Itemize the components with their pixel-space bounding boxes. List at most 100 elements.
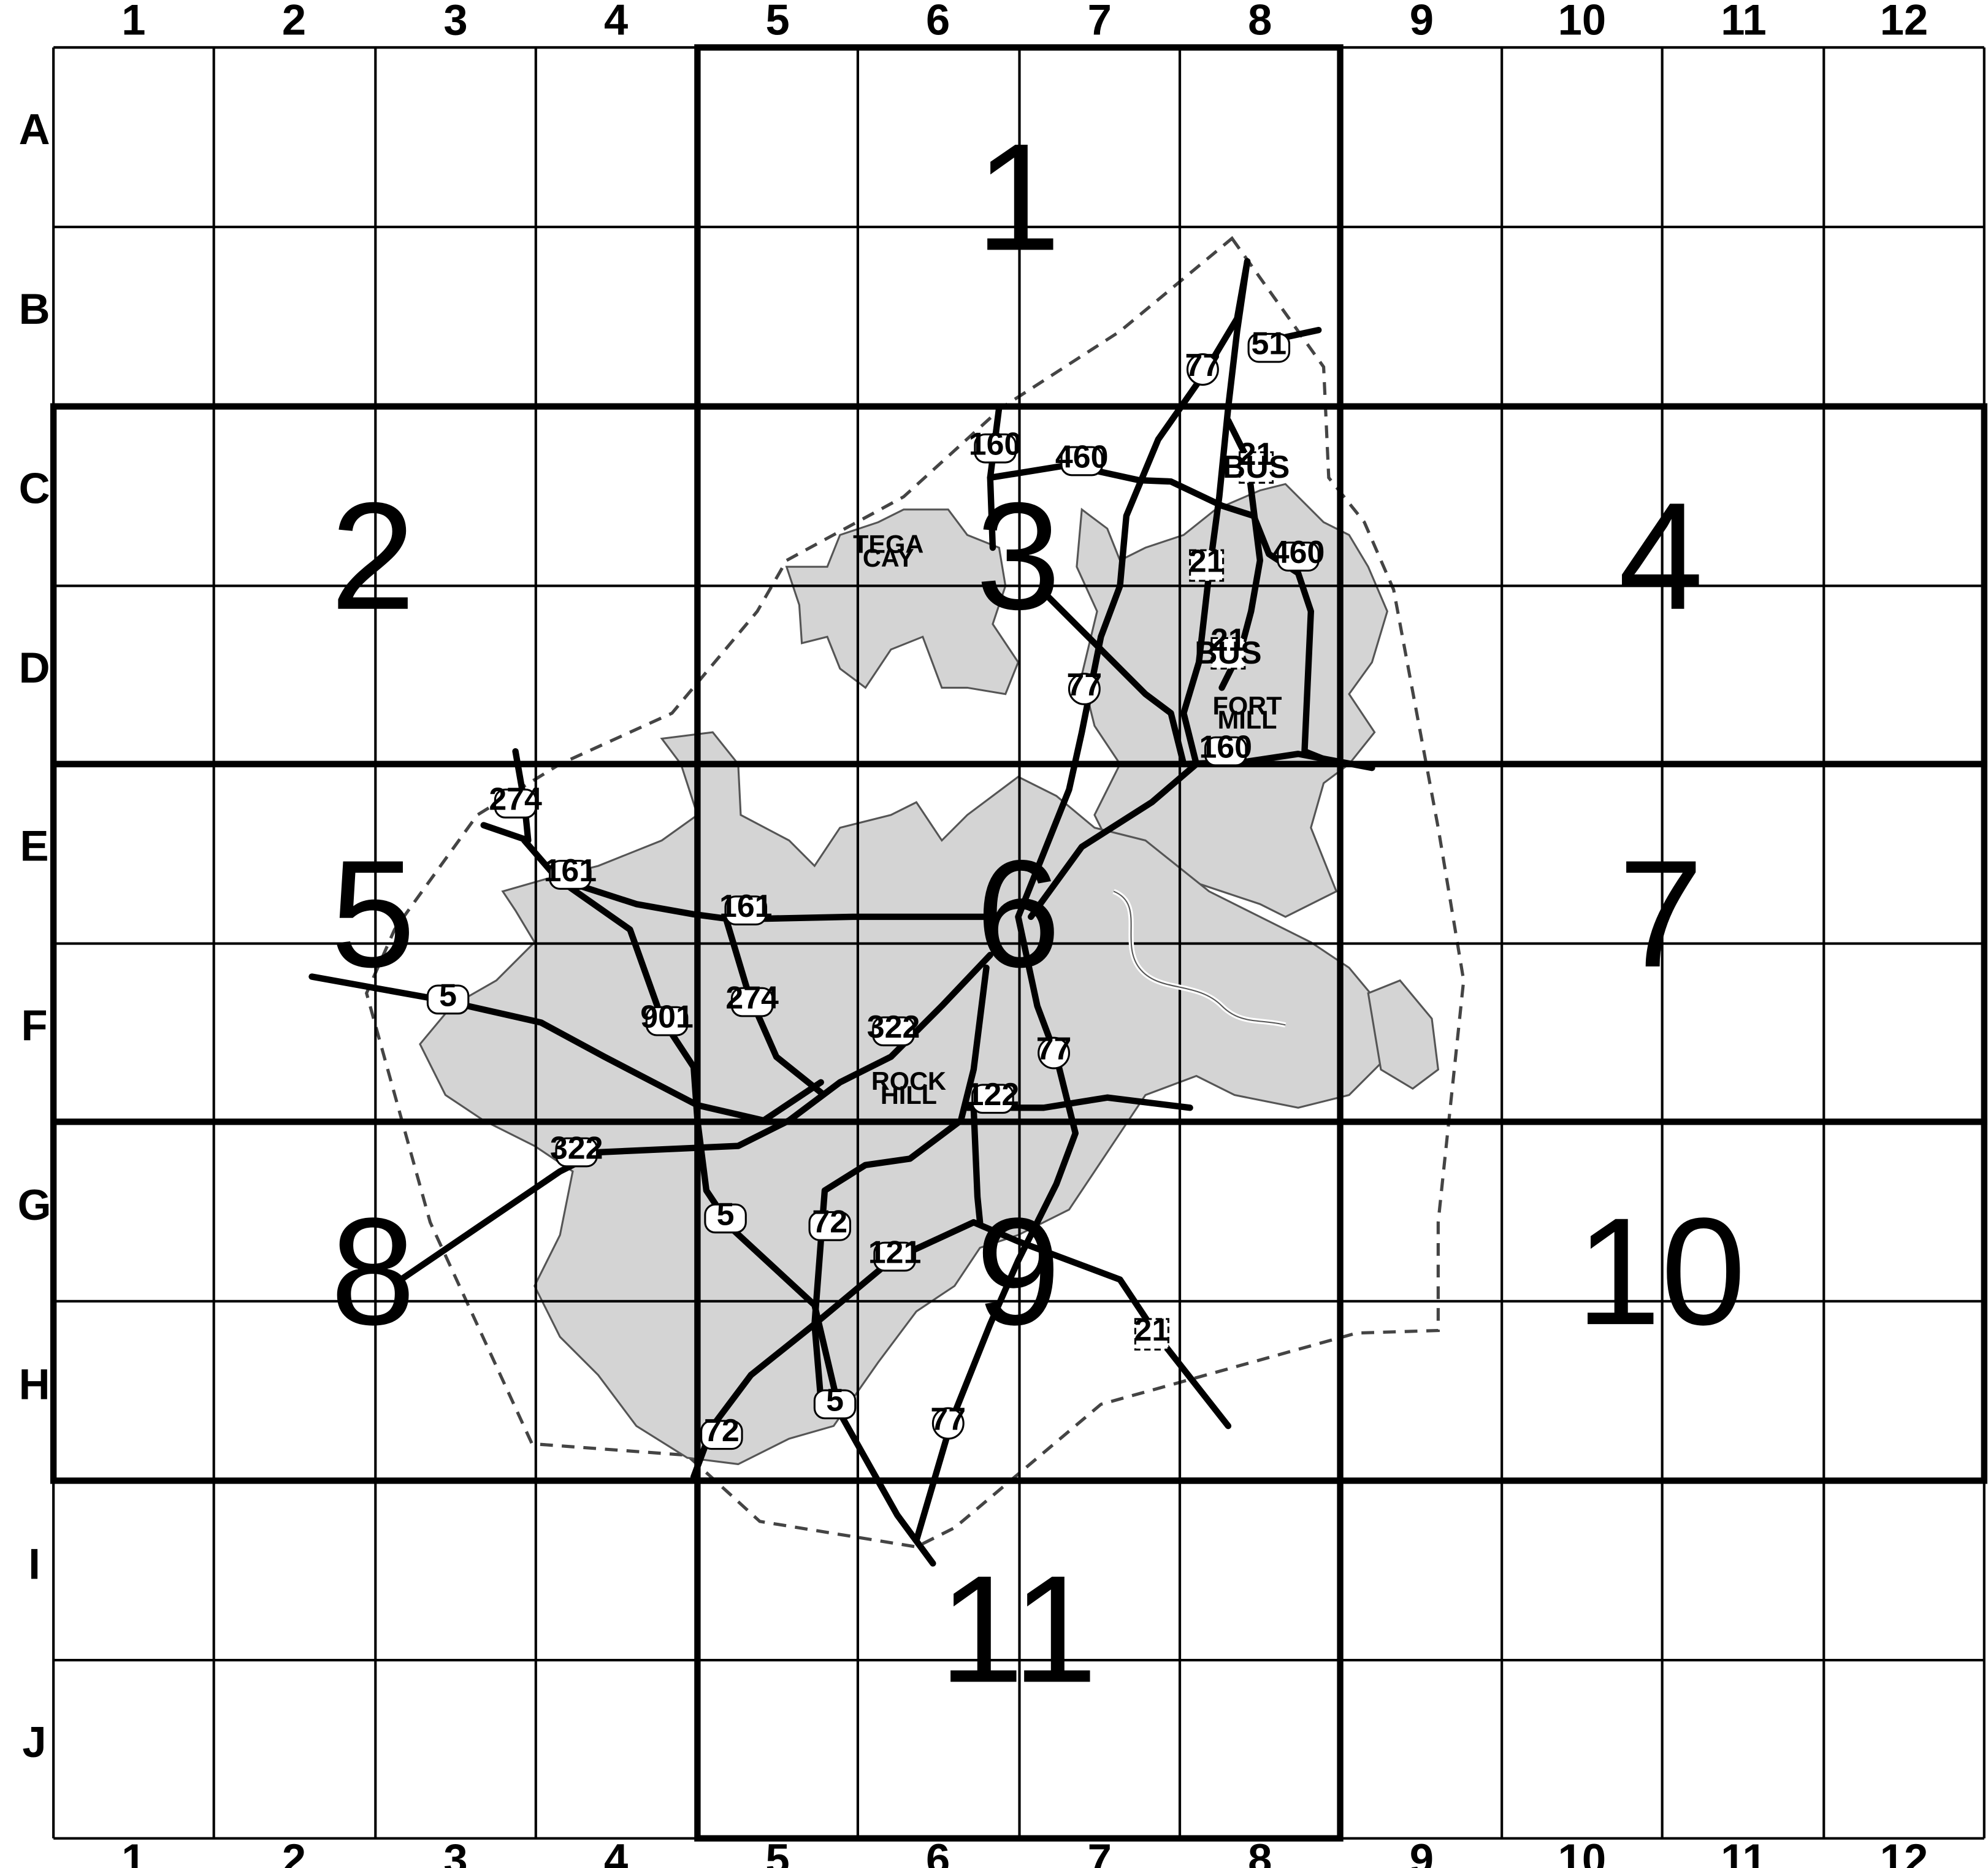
page-number-2: 2 xyxy=(331,471,416,641)
route-274-e-shield: 274 xyxy=(489,781,542,819)
page-numbers: 1 2 3 4 5 6 7 8 9 10 11 xyxy=(331,112,1746,1714)
route-21-c-shield: 21 xyxy=(1189,543,1224,582)
route-21-h-shield-shape xyxy=(1134,1318,1169,1351)
row-label-j: J xyxy=(22,1718,46,1766)
route-460-c-label: 460 xyxy=(1055,438,1109,474)
route-460-d-shield: 460 xyxy=(1272,534,1325,572)
page-number-7: 7 xyxy=(1618,829,1703,999)
column-label-2-bottom: 2 xyxy=(282,1835,306,1868)
column-label-12-top: 12 xyxy=(1880,0,1928,44)
route-460-d-label: 460 xyxy=(1272,534,1325,570)
route-274-f-shield: 274 xyxy=(725,979,779,1017)
page-number-10: 10 xyxy=(1576,1186,1746,1357)
column-label-11-bottom: 11 xyxy=(1721,1835,1767,1868)
column-label-5-bottom: 5 xyxy=(766,1835,790,1868)
route-77-h-shield-shape xyxy=(931,1407,965,1440)
route-160-c-shield-shape xyxy=(974,433,1017,464)
column-label-6-bottom: 6 xyxy=(926,1835,950,1868)
page-number-8: 8 xyxy=(331,1186,416,1357)
route-5-g-label: 5 xyxy=(717,1196,735,1231)
road-sc72 xyxy=(811,964,990,1404)
urban-area-rock-hill xyxy=(419,731,1388,1466)
urban-areas xyxy=(419,483,1440,1466)
route-274-e-shield-shape xyxy=(494,788,537,819)
route-901-f-shield: 901 xyxy=(640,999,694,1036)
column-label-10-top: 10 xyxy=(1558,0,1606,44)
route-21bus-d-label: BUS xyxy=(1195,635,1262,670)
route-51-b-shield-shape xyxy=(1247,332,1291,363)
route-5-f-shield-shape xyxy=(426,984,470,1015)
route-160-c-shield: 160 xyxy=(969,426,1022,464)
page-number-6: 6 xyxy=(976,829,1061,999)
route-5-h-shield-shape xyxy=(813,1389,857,1420)
route-21-h-shield: 21 xyxy=(1134,1312,1170,1351)
route-72-h-shield: 72 xyxy=(700,1412,743,1450)
route-5-h-label: 5 xyxy=(826,1382,844,1417)
route-322-f-shield: 322 xyxy=(867,1009,920,1047)
route-77-d-shield-shape xyxy=(1068,672,1101,705)
route-72-g-label: 72 xyxy=(812,1204,847,1239)
route-51-b-label: 51 xyxy=(1251,326,1286,361)
route-274-f-label: 274 xyxy=(725,979,779,1015)
place-label-tega-cay-line2: CAY xyxy=(863,543,914,572)
route-161-e5-shield: 161 xyxy=(719,888,773,925)
route-322-f-shield-shape xyxy=(872,1016,915,1047)
column-label-10-bottom: 10 xyxy=(1558,1835,1606,1868)
row-labels: A B C D E F G H I J xyxy=(18,105,52,1766)
road-us21 xyxy=(1028,258,1251,921)
route-121-g-shield-shape xyxy=(873,1241,916,1272)
route-160-d-shield: 160 xyxy=(1199,729,1252,767)
column-label-11-top: 11 xyxy=(1721,0,1767,44)
route-77-h-label: 77 xyxy=(930,1401,966,1436)
place-label-tega-cay-line1: TEGA xyxy=(853,529,923,558)
route-5-g-shield: 5 xyxy=(704,1196,747,1234)
route-901-f-label: 901 xyxy=(640,999,694,1035)
route-77-f-shield: 77 xyxy=(1036,1030,1071,1070)
route-901-f-shield-shape xyxy=(645,1006,689,1036)
route-51-b-shield: 51 xyxy=(1247,326,1291,363)
column-label-1-bottom: 1 xyxy=(121,1835,145,1868)
column-label-3-top: 3 xyxy=(443,0,467,44)
page-number-1: 1 xyxy=(976,112,1061,282)
route-5-h-shield: 5 xyxy=(813,1382,857,1420)
page-number-9: 9 xyxy=(976,1186,1061,1357)
page-number-4: 4 xyxy=(1618,471,1703,641)
road-sc274-f xyxy=(722,913,824,1096)
route-72-h-shield-shape xyxy=(700,1420,743,1450)
road-sc274 xyxy=(480,748,532,844)
row-label-d: D xyxy=(19,643,50,692)
route-122-f-shield: 122 xyxy=(966,1076,1020,1114)
route-161-e3-label: 161 xyxy=(544,852,597,888)
column-labels-top: 1 2 3 4 5 6 7 8 9 10 11 12 xyxy=(121,0,1928,44)
column-label-8-bottom: 8 xyxy=(1248,1835,1272,1868)
column-label-8-top: 8 xyxy=(1248,0,1272,44)
route-122-f-label: 122 xyxy=(966,1076,1020,1112)
route-322-f-label: 322 xyxy=(867,1009,920,1044)
route-5-f-shield: 5 xyxy=(426,977,470,1015)
page-boundaries xyxy=(50,44,1987,1842)
row-label-c: C xyxy=(19,464,50,512)
route-21-h-label: 21 xyxy=(1134,1312,1170,1347)
route-77-d-shield: 77 xyxy=(1067,667,1102,705)
column-label-9-top: 9 xyxy=(1410,0,1434,44)
column-label-5-top: 5 xyxy=(766,0,790,44)
place-label-fort-mill-line2: MILL xyxy=(1218,705,1277,734)
route-77-f-shield-shape xyxy=(1038,1036,1071,1070)
place-label-fort-mill-line1: FORT xyxy=(1213,691,1282,720)
column-label-7-top: 7 xyxy=(1088,0,1112,44)
page-11-boundary xyxy=(694,1477,1344,1842)
page-number-11: 11 xyxy=(939,1544,1098,1714)
route-5-g-shield-shape xyxy=(704,1203,747,1234)
route-160-c-label: 160 xyxy=(969,426,1022,462)
route-21bus-d-shield-shape xyxy=(1210,637,1246,670)
urban-area-tega-cay xyxy=(785,508,1020,695)
row-label-b: B xyxy=(19,285,50,333)
row-label-f: F xyxy=(21,1001,47,1049)
route-460-d-shield-shape xyxy=(1277,542,1320,572)
route-274-e-label: 274 xyxy=(489,781,542,817)
route-21bus-c-shield-shape xyxy=(1239,451,1274,484)
row-label-a: A xyxy=(19,105,50,153)
